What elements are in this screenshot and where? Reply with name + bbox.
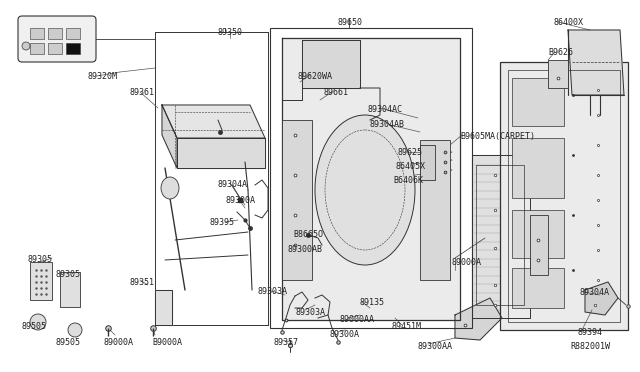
- Text: 89300A: 89300A: [225, 196, 255, 205]
- Text: 89303A: 89303A: [295, 308, 325, 317]
- FancyBboxPatch shape: [18, 16, 96, 62]
- Text: 89620WA: 89620WA: [298, 72, 333, 81]
- Bar: [66, 43, 80, 54]
- Polygon shape: [568, 30, 624, 95]
- Text: 89300AA: 89300AA: [418, 342, 453, 351]
- Text: B9000A: B9000A: [152, 338, 182, 347]
- Text: 89320M: 89320M: [88, 72, 118, 81]
- Text: B9605MA(CARPET): B9605MA(CARPET): [460, 132, 535, 141]
- Text: 89661: 89661: [323, 88, 348, 97]
- Bar: [30, 28, 44, 39]
- Bar: [282, 120, 312, 280]
- Ellipse shape: [315, 115, 415, 265]
- Bar: [270, 28, 472, 328]
- Text: 86400X: 86400X: [554, 18, 584, 27]
- Polygon shape: [302, 40, 360, 88]
- Text: 89351: 89351: [130, 278, 155, 287]
- Text: 89350: 89350: [218, 28, 243, 37]
- Text: B8665O: B8665O: [293, 230, 323, 239]
- Text: 89304AC: 89304AC: [368, 105, 403, 114]
- Text: 89000AA: 89000AA: [340, 315, 375, 324]
- Text: 89304A: 89304A: [580, 288, 610, 297]
- Text: 89304AB: 89304AB: [370, 120, 405, 129]
- Text: 89650: 89650: [338, 18, 363, 27]
- Polygon shape: [177, 138, 265, 168]
- Text: 89000A: 89000A: [452, 258, 482, 267]
- Text: R882001W: R882001W: [570, 342, 610, 351]
- Ellipse shape: [161, 177, 179, 199]
- Text: 89505: 89505: [22, 322, 47, 331]
- Text: 89300AB: 89300AB: [288, 245, 323, 254]
- Text: 89395: 89395: [210, 218, 235, 227]
- Circle shape: [30, 314, 46, 330]
- Text: B9626: B9626: [548, 48, 573, 57]
- Polygon shape: [162, 105, 177, 168]
- Polygon shape: [162, 105, 265, 138]
- Polygon shape: [455, 298, 502, 340]
- Bar: [66, 28, 80, 39]
- Bar: [420, 140, 450, 280]
- Text: 89303A: 89303A: [258, 287, 288, 296]
- Text: 89505: 89505: [55, 338, 80, 347]
- Text: 89394: 89394: [578, 328, 603, 337]
- Polygon shape: [472, 155, 530, 318]
- Text: B6406K: B6406K: [393, 176, 423, 185]
- Bar: [508, 70, 620, 322]
- Bar: [476, 165, 524, 305]
- Circle shape: [68, 323, 82, 337]
- Bar: [48, 43, 62, 54]
- Text: 89451M: 89451M: [392, 322, 422, 331]
- Polygon shape: [282, 38, 460, 320]
- Bar: [420, 145, 435, 180]
- Bar: [548, 60, 568, 88]
- Bar: [30, 262, 52, 300]
- Text: 89361: 89361: [130, 88, 155, 97]
- Text: 89135: 89135: [360, 298, 385, 307]
- Bar: [60, 272, 80, 307]
- Polygon shape: [155, 290, 172, 325]
- Bar: [500, 62, 628, 330]
- Circle shape: [22, 42, 30, 50]
- Bar: [48, 28, 62, 39]
- Bar: [512, 138, 564, 198]
- Bar: [512, 210, 564, 258]
- Bar: [512, 268, 564, 308]
- Text: 89300A: 89300A: [330, 330, 360, 339]
- Text: 89305: 89305: [55, 270, 80, 279]
- Bar: [530, 215, 548, 275]
- Text: 89000A: 89000A: [103, 338, 133, 347]
- Bar: [30, 43, 44, 54]
- Text: 89625: 89625: [398, 148, 423, 157]
- Text: 89304A: 89304A: [218, 180, 248, 189]
- Bar: [512, 78, 564, 126]
- Text: 86405X: 86405X: [395, 162, 425, 171]
- Text: 89357: 89357: [274, 338, 299, 347]
- Text: 89305: 89305: [28, 255, 53, 264]
- Polygon shape: [585, 282, 618, 315]
